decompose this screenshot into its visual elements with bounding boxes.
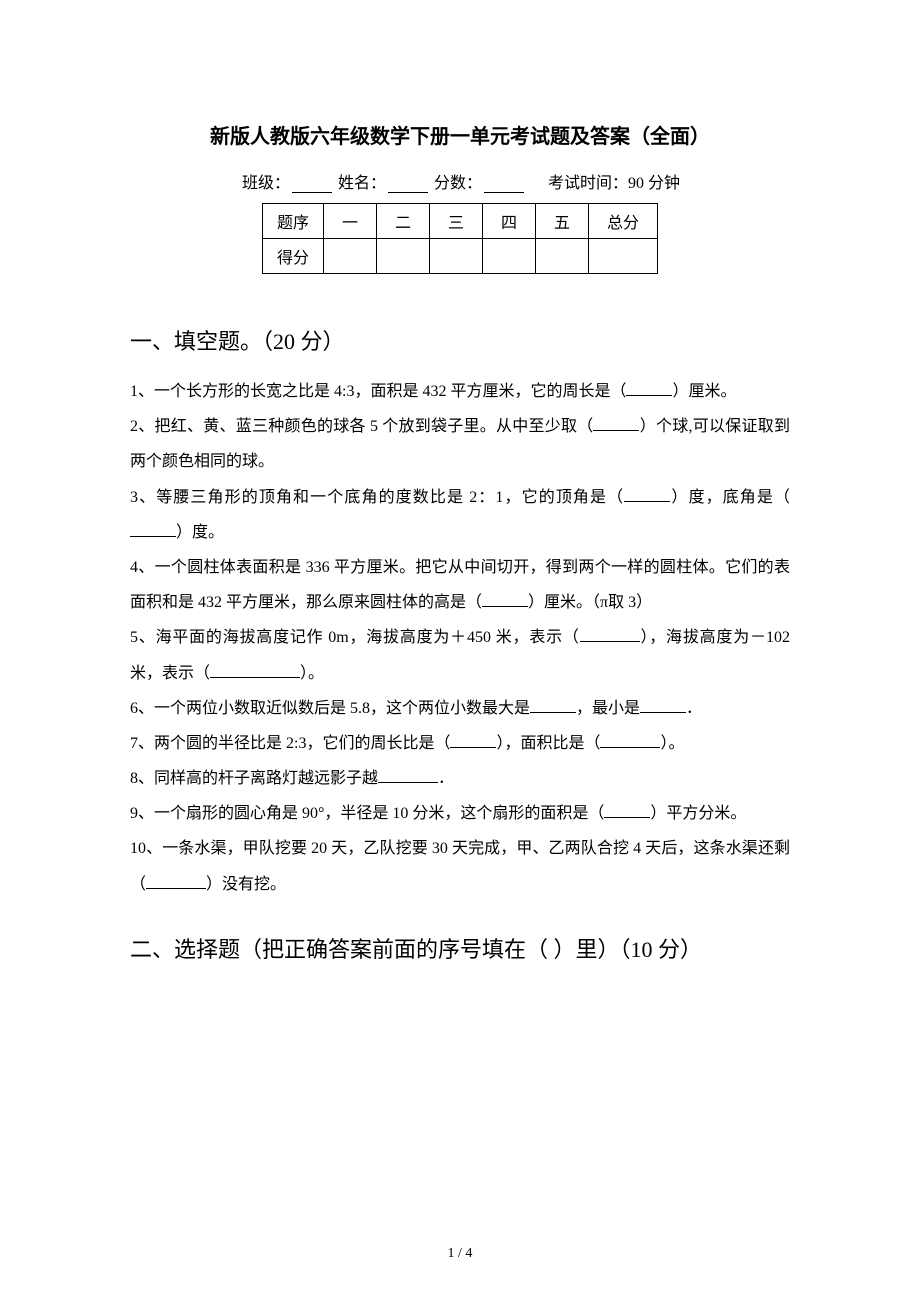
section2-heading: 二、选择题（把正确答案前面的序号填在（ ）里）（10 分） [130, 932, 790, 964]
cell: 总分 [589, 204, 658, 239]
blank [640, 712, 686, 713]
blank [593, 430, 639, 431]
score-table: 题序 一 二 三 四 五 总分 得分 [262, 203, 658, 274]
q6-text-a: 6、一个两位小数取近似数后是 5.8，这个两位小数最大是 [130, 700, 530, 717]
q5-text-a: 5、海平面的海拔高度记作 0m，海拔高度为＋450 米，表示（ [130, 629, 580, 646]
class-label: 班级： [242, 175, 290, 192]
page-footer: 1 / 4 [0, 1246, 920, 1262]
q7-text-a: 7、两个圆的半径比是 2:3，它们的周长比是（ [130, 735, 450, 752]
table-row: 得分 [262, 239, 657, 274]
question-7: 7、两个圆的半径比是 2:3，它们的周长比是（ ），面积比是（ ）。 [130, 726, 790, 761]
cell [589, 239, 658, 274]
score-label: 分数： [434, 175, 482, 192]
cell [429, 239, 482, 274]
info-line: 班级： 姓名： 分数： 考试时间：90 分钟 [130, 169, 790, 193]
blank [130, 536, 176, 537]
cell: 二 [376, 204, 429, 239]
q2-text-a: 2、把红、黄、蓝三种颜色的球各 5 个放到袋子里。从中至少取（ [130, 418, 593, 435]
question-3: 3、等腰三角形的顶角和一个底角的度数比是 2：1，它的顶角是（ ）度，底角是（ ）度… [130, 480, 790, 550]
question-5: 5、海平面的海拔高度记作 0m，海拔高度为＋450 米，表示（），海拔高度为－1… [130, 620, 790, 690]
blank [146, 888, 206, 889]
q1-text-a: 1、一个长方形的长宽之比是 4:3，面积是 432 平方厘米，它的周长是（ [130, 383, 626, 400]
blank [604, 817, 650, 818]
question-9: 9、一个扇形的圆心角是 90°，半径是 10 分米，这个扇形的面积是（ ）平方分米… [130, 796, 790, 831]
q4-text-a: 4、一个圆柱体表面积是 336 平方厘米。把它从中间切开，得到两个一样的圆柱体。… [130, 559, 790, 611]
class-blank [292, 175, 332, 193]
q4-text-b: ）厘米。（π取 3） [528, 594, 652, 611]
cell: 一 [323, 204, 376, 239]
q9-text-b: ）平方分米。 [650, 805, 746, 822]
name-label: 姓名： [338, 175, 386, 192]
q8-text-b: ． [438, 770, 454, 787]
q3-text-b: ）度，底角是（ [670, 489, 790, 506]
cell: 四 [483, 204, 536, 239]
score-blank [484, 175, 524, 193]
question-1: 1、一个长方形的长宽之比是 4:3，面积是 432 平方厘米，它的周长是（ ）厘米… [130, 374, 790, 409]
cell: 三 [429, 204, 482, 239]
blank [482, 606, 528, 607]
name-blank [388, 175, 428, 193]
blank [624, 501, 670, 502]
document-title: 新版人教版六年级数学下册一单元考试题及答案（全面） [130, 120, 790, 149]
q1-text-b: ）厘米。 [672, 383, 736, 400]
q10-text-b: ）没有挖。 [206, 876, 286, 893]
cell [376, 239, 429, 274]
section1-heading: 一、填空题。（20 分） [130, 324, 790, 356]
q6-text-c: ． [686, 700, 702, 717]
blank [378, 782, 438, 783]
cell-header: 题序 [262, 204, 323, 239]
blank [210, 677, 300, 678]
q7-text-b: ），面积比是（ [496, 735, 600, 752]
q6-text-b: ，最小是 [576, 700, 640, 717]
cell [536, 239, 589, 274]
q5-text-c: ）。 [300, 665, 324, 682]
blank [580, 641, 640, 642]
blank [626, 395, 672, 396]
question-4: 4、一个圆柱体表面积是 336 平方厘米。把它从中间切开，得到两个一样的圆柱体。… [130, 550, 790, 620]
q7-text-c: ）。 [660, 735, 684, 752]
q3-text-c: ）度。 [176, 524, 224, 541]
blank [450, 747, 496, 748]
q9-text-a: 9、一个扇形的圆心角是 90°，半径是 10 分米，这个扇形的面积是（ [130, 805, 604, 822]
question-2: 2、把红、黄、蓝三种颜色的球各 5 个放到袋子里。从中至少取（）个球,可以保证取… [130, 409, 790, 479]
cell [483, 239, 536, 274]
question-8: 8、同样高的杆子离路灯越远影子越 ． [130, 761, 790, 796]
cell-header: 得分 [262, 239, 323, 274]
exam-time-label: 考试时间：90 分钟 [548, 175, 680, 192]
question-6: 6、一个两位小数取近似数后是 5.8，这个两位小数最大是 ，最小是 ． [130, 691, 790, 726]
q8-text-a: 8、同样高的杆子离路灯越远影子越 [130, 770, 378, 787]
q3-text-a: 3、等腰三角形的顶角和一个底角的度数比是 2：1，它的顶角是（ [130, 489, 624, 506]
cell: 五 [536, 204, 589, 239]
blank [600, 747, 660, 748]
question-10: 10、一条水渠，甲队挖要 20 天，乙队挖要 30 天完成，甲、乙两队合挖 4 … [130, 831, 790, 901]
table-row: 题序 一 二 三 四 五 总分 [262, 204, 657, 239]
blank [530, 712, 576, 713]
cell [323, 239, 376, 274]
